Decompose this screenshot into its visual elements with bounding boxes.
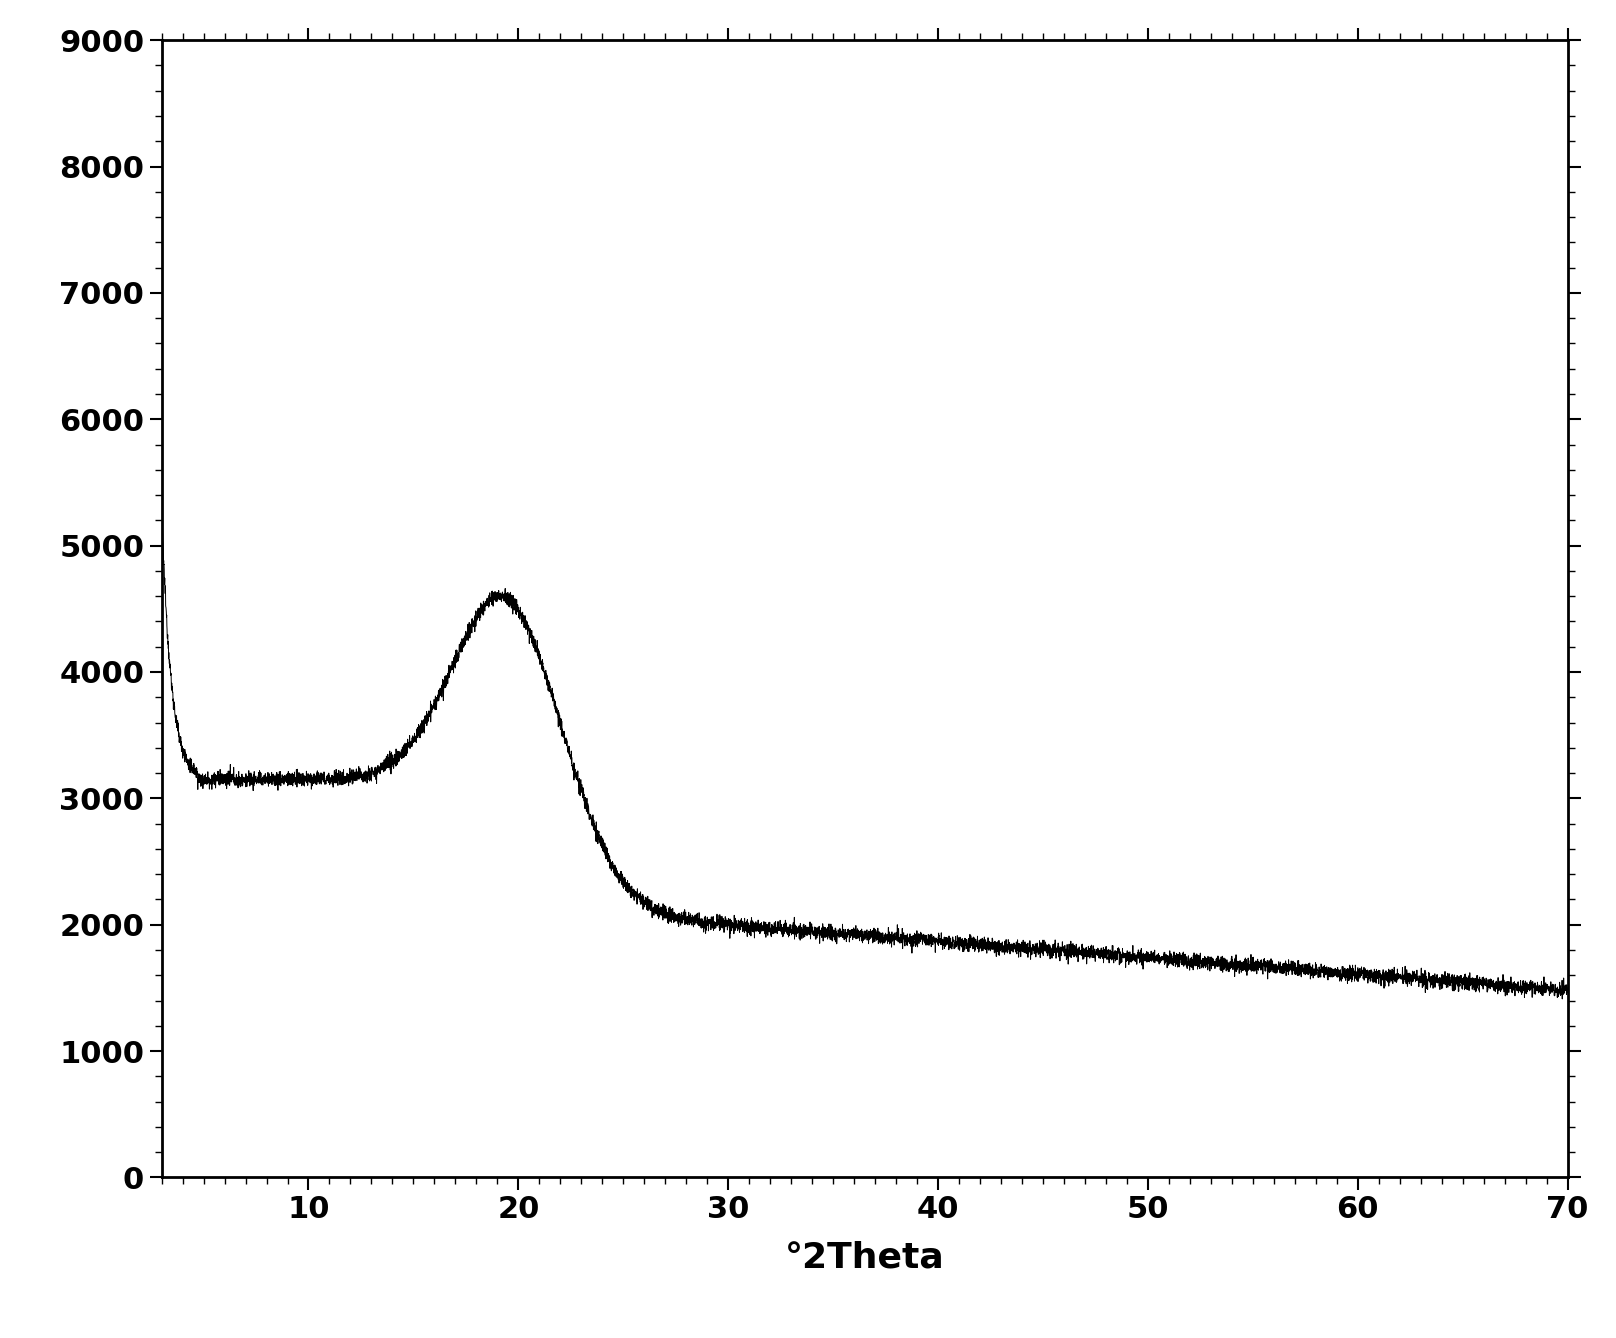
X-axis label: °2Theta: °2Theta: [785, 1240, 944, 1275]
